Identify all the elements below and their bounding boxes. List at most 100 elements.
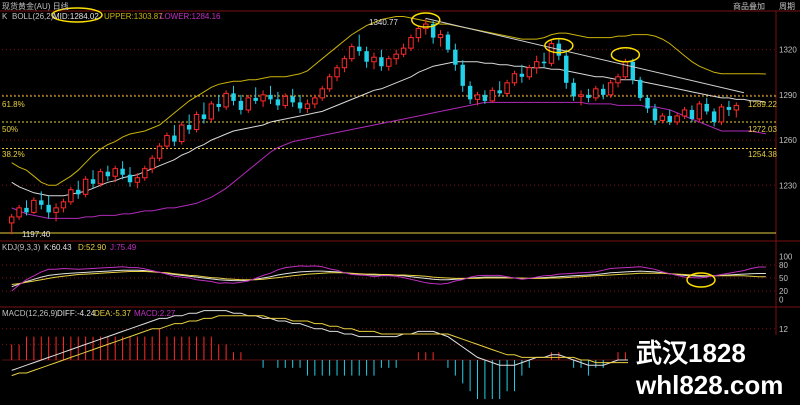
fib-50-label: 50%	[2, 125, 18, 134]
price-tick-label: 1320	[779, 46, 797, 55]
macd-tick-label: 12	[779, 325, 788, 334]
candle	[245, 94, 252, 113]
kdj-tick-label: 20	[779, 287, 788, 296]
candle-body-down	[39, 200, 44, 205]
candle-body-up	[326, 76, 333, 90]
candle-body-up	[371, 56, 377, 63]
candle-body-up	[223, 92, 229, 108]
watermark-background	[628, 335, 800, 400]
candle-body-up	[282, 95, 288, 106]
candle	[208, 100, 215, 122]
candle-body-up	[334, 67, 340, 78]
candle-body-up	[393, 53, 399, 60]
candle	[586, 88, 591, 103]
candle	[689, 105, 695, 122]
candle	[90, 170, 96, 189]
candle-body-down	[201, 114, 207, 119]
candle-body-down	[253, 97, 258, 101]
candle	[326, 73, 333, 92]
candle	[82, 176, 89, 198]
candle-body-up	[733, 104, 740, 111]
candle-body-up	[16, 207, 22, 218]
candle-body-up	[437, 34, 444, 39]
candle	[467, 81, 473, 104]
candle	[312, 94, 318, 109]
candle	[179, 121, 185, 145]
candle	[630, 58, 636, 85]
chart-title: 现货黄金(AU) 日线	[2, 1, 69, 11]
kdj-j-value: J:75.49	[110, 243, 137, 252]
candle-body-down	[297, 102, 303, 109]
candle-body-up	[164, 135, 170, 147]
candle-body-down	[46, 204, 51, 213]
candle	[400, 43, 407, 58]
candle	[386, 55, 392, 71]
candle-body-down	[453, 49, 458, 65]
boll-upper-line	[11, 16, 766, 186]
candle	[379, 49, 384, 71]
macd-dea-value: DEA:-5.37	[94, 309, 131, 318]
candle	[223, 90, 229, 110]
candle	[600, 84, 606, 100]
candle	[46, 195, 51, 219]
candle	[97, 168, 104, 187]
candle	[593, 85, 599, 101]
candle-body-up	[408, 37, 414, 49]
candle-body-down	[216, 103, 221, 107]
candle-body-down	[445, 34, 451, 50]
candle	[334, 64, 340, 82]
candle-body-down	[364, 51, 369, 62]
candle	[659, 112, 666, 124]
candle	[193, 111, 200, 133]
kdj-tick-label: 50	[779, 274, 788, 283]
watermark-line2: whl828.com	[635, 370, 783, 400]
candle-body-down	[105, 171, 111, 177]
candle	[733, 102, 740, 118]
kdj-d-value: D:52.90	[78, 243, 107, 252]
candle	[497, 81, 502, 97]
boll-name: BOLL(26,2)	[12, 12, 54, 21]
candle-body-up	[260, 94, 266, 102]
low-price-label: 1197.40	[22, 230, 51, 239]
overlay-link[interactable]: 商品叠加	[733, 1, 765, 11]
candle-body-up	[53, 207, 59, 213]
fibonacci-levels	[2, 95, 776, 150]
candle	[667, 109, 672, 125]
kdj-k-line	[11, 269, 766, 288]
highlight-circle	[610, 46, 641, 63]
candle	[511, 70, 518, 86]
candle-body-up	[659, 115, 666, 121]
candle-body-down	[726, 106, 732, 110]
candle	[186, 114, 192, 135]
kdj-tick-label: 100	[779, 252, 793, 261]
candle	[533, 55, 540, 74]
period-link[interactable]: 周期	[779, 2, 795, 11]
candle	[519, 64, 525, 83]
candle	[216, 94, 221, 112]
panel-frames	[0, 10, 800, 400]
candle-body-up	[718, 106, 725, 123]
candle-body-down	[541, 61, 547, 64]
candle	[578, 90, 584, 106]
candle	[356, 34, 362, 56]
candle	[696, 100, 703, 122]
candle	[341, 55, 348, 73]
candle	[149, 155, 155, 174]
candle	[726, 100, 732, 116]
candle	[282, 93, 288, 109]
fib-382-label: 38.2%	[2, 150, 25, 159]
candle-body-down	[652, 108, 658, 121]
kdj-name: KDJ(9,3,3)	[2, 243, 41, 252]
candle-body-down	[645, 97, 650, 109]
candle-body-up	[112, 168, 118, 177]
candle-body-up	[607, 82, 614, 96]
candle	[445, 31, 451, 53]
candle	[482, 90, 488, 104]
candle	[437, 30, 444, 47]
candle	[120, 161, 125, 180]
candle-body-down	[467, 85, 473, 100]
candle-body-down	[460, 64, 465, 86]
candle	[571, 78, 576, 101]
